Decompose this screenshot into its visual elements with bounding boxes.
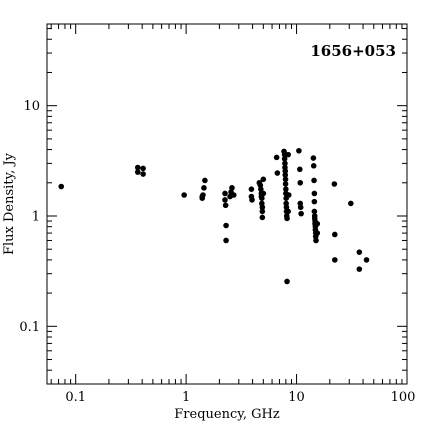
data-point: [259, 208, 266, 215]
data-point: [310, 155, 317, 161]
y-axis-title: Flux Density, Jy: [2, 152, 17, 255]
data-point: [297, 166, 303, 173]
data-point: [332, 231, 338, 238]
data-point: [297, 204, 304, 211]
data-point: [311, 177, 317, 184]
data-point: [282, 181, 289, 187]
data-point: [140, 171, 146, 177]
data-point: [201, 185, 207, 191]
data-point: [259, 195, 265, 201]
data-point: [134, 164, 141, 171]
data-point: [202, 177, 208, 184]
data-point: [285, 151, 291, 158]
plot-frame: [46, 23, 408, 385]
x-tick-labels: 0.1 1 10 100: [65, 390, 415, 405]
data-point: [222, 190, 228, 197]
y-tick-labels: 0.1 1 10: [19, 99, 40, 335]
data-point: [58, 183, 65, 190]
data-point: [284, 215, 290, 222]
data-point: [298, 210, 304, 217]
data-point: [248, 186, 255, 192]
minor-ticks: [47, 24, 407, 384]
data-point: [249, 197, 255, 203]
data-point: [260, 176, 267, 183]
data-point: [222, 197, 228, 203]
x-tick-label: 1: [182, 390, 190, 405]
x-tick-label: 10: [288, 390, 305, 405]
y-tick-label: 0.1: [19, 320, 40, 335]
y-tick-label: 1: [32, 209, 40, 224]
data-point: [285, 208, 291, 215]
data-point: [230, 192, 237, 198]
data-point: [200, 192, 206, 198]
data-point: [314, 220, 321, 227]
data-point: [259, 214, 266, 221]
data-point: [296, 147, 302, 154]
data-point: [282, 160, 288, 167]
data-point: [259, 204, 266, 211]
data-point: [331, 181, 338, 187]
data-point: [283, 186, 289, 192]
chart-title: 1656+053: [310, 42, 396, 60]
data-point: [181, 192, 187, 198]
data-point: [348, 200, 354, 207]
data-point: [297, 179, 304, 186]
data-point: [274, 170, 281, 176]
data-point: [356, 266, 363, 272]
data-point: [273, 154, 280, 161]
data-point: [260, 190, 267, 197]
x-tick-label: 100: [391, 390, 416, 405]
data-point: [223, 237, 229, 244]
data-point: [282, 172, 289, 178]
data-point: [313, 237, 319, 244]
data-point: [356, 249, 363, 255]
y-tick-label: 10: [23, 99, 40, 114]
data-point: [282, 168, 289, 174]
data-point: [258, 186, 264, 192]
x-axis-title: Frequency, GHz: [174, 407, 280, 422]
data-points: [58, 147, 370, 285]
data-point: [284, 278, 290, 285]
major-ticks: [47, 24, 407, 384]
data-point: [311, 208, 318, 215]
data-point: [140, 165, 146, 172]
data-point: [229, 185, 235, 191]
data-point: [363, 257, 370, 263]
data-point: [134, 169, 141, 175]
data-point: [222, 202, 229, 209]
data-point: [285, 192, 292, 198]
data-point: [223, 222, 229, 229]
data-point: [311, 198, 318, 205]
data-point: [332, 257, 338, 263]
data-point: [282, 176, 289, 183]
data-point: [310, 163, 317, 169]
x-tick-label: 0.1: [65, 390, 86, 405]
data-point: [311, 190, 318, 197]
data-point: [314, 230, 321, 236]
data-point: [281, 155, 288, 162]
